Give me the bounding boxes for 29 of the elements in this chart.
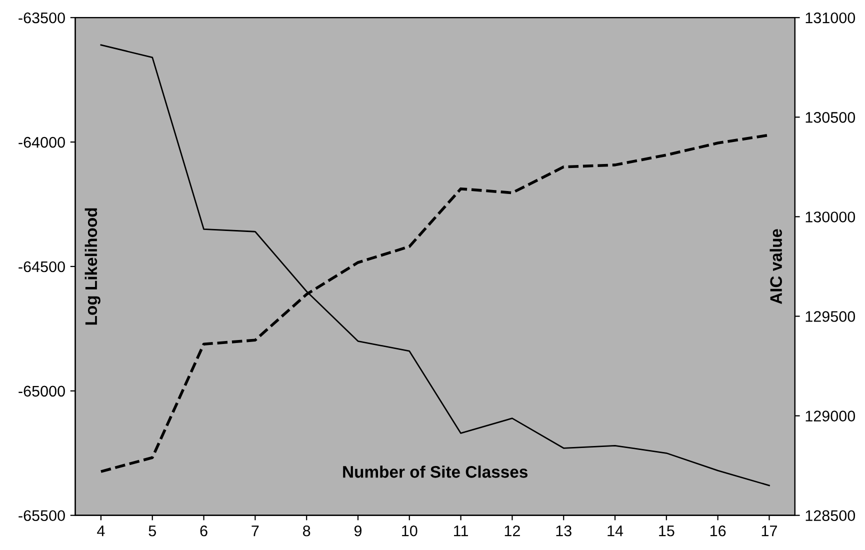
y-tick-label: -64000 xyxy=(18,136,65,148)
y2-tick-label: 129500 xyxy=(806,311,856,322)
y-tick-label: -65500 xyxy=(18,510,65,522)
y-tick-label: -63500 xyxy=(18,12,65,24)
x-tick-label: 6 xyxy=(200,525,208,536)
x-tick-label: 8 xyxy=(302,525,310,536)
x-tick-label: 13 xyxy=(556,525,572,536)
x-tick-label: 5 xyxy=(148,526,156,536)
x-tick-label: 15 xyxy=(659,526,674,536)
y2-tick-label: 130000 xyxy=(806,212,856,222)
x-tick-label: 12 xyxy=(504,525,520,536)
x-tick-label: 4 xyxy=(97,526,105,536)
x-tick-label: 14 xyxy=(608,526,624,536)
y2-axis-title: AIC value xyxy=(770,229,782,304)
line-series xyxy=(100,44,770,486)
x-tick-label: 9 xyxy=(354,525,362,536)
x-tick-label: 11 xyxy=(454,526,468,536)
y2-tick-label: 129000 xyxy=(806,410,856,422)
y2-tick-label: 131000 xyxy=(806,12,856,24)
y2-tick-label: 128500 xyxy=(806,510,856,522)
x-tick-label: 10 xyxy=(402,525,418,536)
x-tick-label: 16 xyxy=(710,525,726,536)
y-tick-label: -64500 xyxy=(18,261,65,272)
x-tick-label: 17 xyxy=(762,526,777,536)
x-tick-label: 7 xyxy=(252,526,259,536)
y2-tick-label: 130500 xyxy=(806,112,856,123)
x-axis-title: Number of Site Classes xyxy=(343,466,528,478)
y-axis-title: Log Likelihood xyxy=(84,208,100,325)
y-tick-label: -65000 xyxy=(18,386,65,397)
